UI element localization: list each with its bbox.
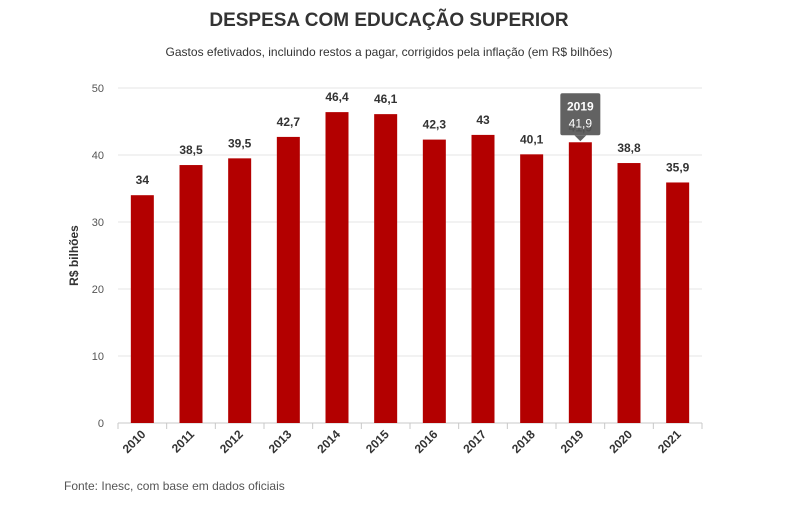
data-label: 39,5 — [228, 136, 252, 150]
x-tick-label: 2018 — [509, 427, 538, 456]
tooltip-category: 2019 — [567, 99, 594, 113]
bar-2018 — [520, 154, 544, 423]
source-note: Fonte: Inesc, com base em dados oficiais — [64, 479, 285, 493]
y-tick-label: 0 — [98, 418, 104, 430]
y-tick-label: 50 — [92, 83, 104, 95]
data-label: 43 — [476, 113, 490, 127]
bar-2015 — [374, 114, 398, 423]
bar-2019 — [568, 142, 592, 423]
data-label: 40,1 — [520, 132, 544, 146]
bar-2010 — [130, 195, 154, 423]
bar-2013 — [276, 136, 300, 423]
x-tick-label: 2019 — [558, 427, 587, 456]
data-label: 38,8 — [617, 141, 641, 155]
bar-2014 — [325, 112, 349, 424]
bar-2011 — [179, 165, 203, 424]
x-tick-label: 2017 — [460, 427, 489, 456]
y-axis-label: R$ bilhões — [67, 225, 81, 286]
x-tick-label: 2012 — [217, 427, 246, 456]
data-label: 46,4 — [325, 90, 349, 104]
x-tick-label: 2015 — [363, 427, 392, 456]
data-label: 38,5 — [179, 143, 203, 157]
bar-2020 — [617, 163, 641, 424]
x-tick-label: 2016 — [412, 427, 441, 456]
y-tick-label: 10 — [92, 351, 104, 363]
x-tick-label: 2010 — [120, 427, 149, 456]
bar-2017 — [471, 134, 495, 423]
data-label: 46,1 — [374, 92, 398, 106]
bar-2012 — [228, 158, 252, 423]
tooltip-value: 41,9 — [569, 116, 593, 130]
data-label: 42,3 — [423, 118, 447, 132]
chart-title: DESPESA COM EDUCAÇÃO SUPERIOR — [209, 10, 569, 31]
y-tick-label: 40 — [92, 150, 104, 162]
y-tick-label: 30 — [92, 217, 104, 229]
x-tick-label: 2014 — [314, 427, 343, 456]
chart-subtitle: Gastos efetivados, incluindo restos a pa… — [165, 45, 613, 59]
y-tick-label: 20 — [92, 284, 104, 296]
data-label: 42,7 — [277, 115, 301, 129]
x-tick-label: 2013 — [266, 427, 295, 456]
x-tick-label: 2020 — [606, 427, 635, 456]
bar-2016 — [422, 139, 446, 423]
x-tick-label: 2021 — [655, 427, 684, 456]
data-label: 35,9 — [666, 160, 690, 174]
bar-2021 — [666, 182, 690, 423]
x-tick-label: 2011 — [169, 427, 198, 456]
data-label: 34 — [136, 173, 150, 187]
tooltip-box — [560, 93, 601, 136]
tooltip-pointer — [574, 135, 587, 142]
